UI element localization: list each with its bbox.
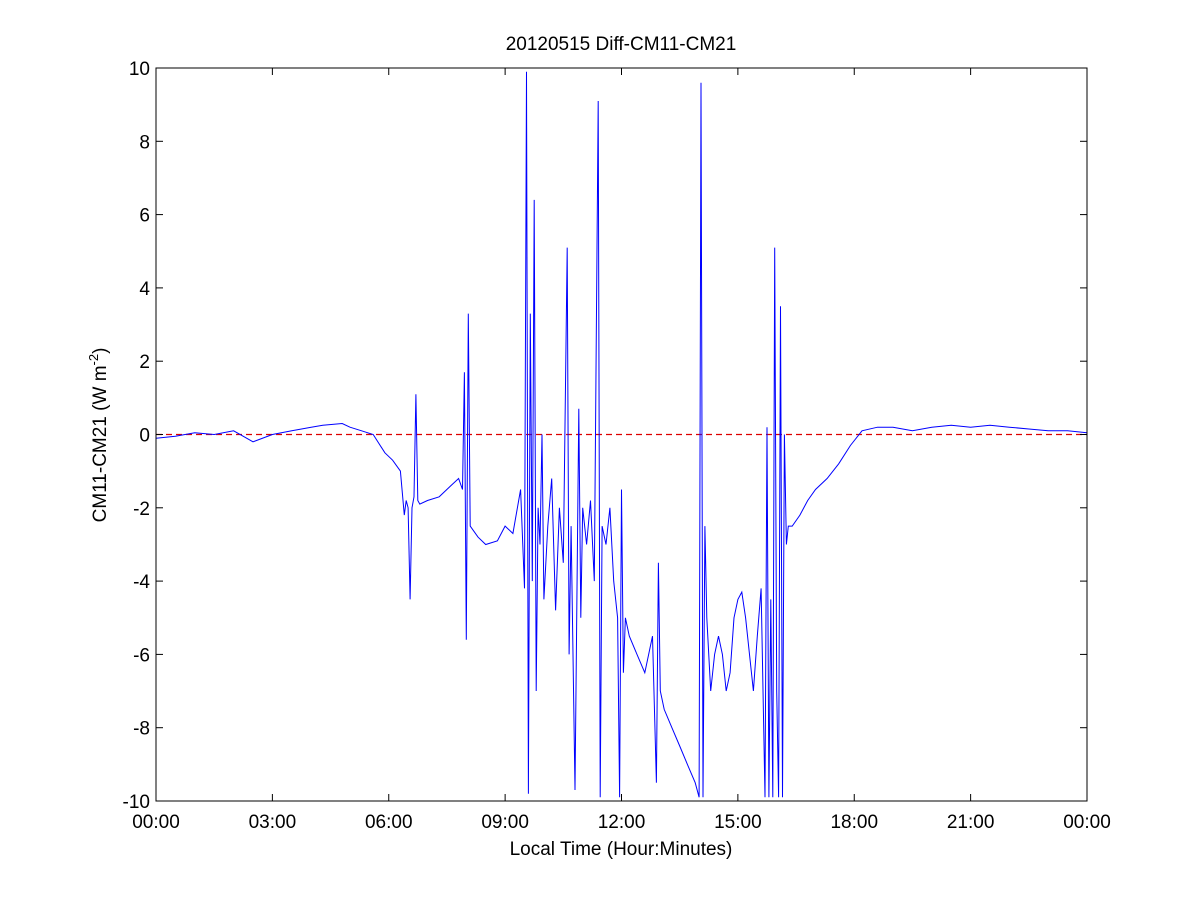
x-tick-label: 21:00 (947, 812, 995, 833)
y-tick-label: -10 (123, 792, 150, 813)
y-tick-label: -8 (133, 719, 150, 740)
y-tick-label: 10 (129, 59, 150, 80)
x-tick-label: 18:00 (830, 812, 878, 833)
y-axis-label-close: ) (90, 348, 111, 354)
x-axis: 00:00 03:00 06:00 09:00 12:00 15:00 18:00 21:00… (132, 68, 1111, 833)
x-tick-label: 12:00 (598, 812, 646, 833)
x-axis-label: Local Time (Hour:Minutes) (510, 839, 733, 860)
x-tick-label: 09:00 (481, 812, 529, 833)
y-axis: -10 -8 -6 -4 -2 0 2 4 6 8 10 (123, 59, 1087, 813)
y-tick-label: -4 (133, 572, 150, 593)
x-tick-label: 00:00 (1063, 812, 1111, 833)
y-tick-label: 6 (139, 206, 150, 227)
series-line-0 (156, 71, 1087, 798)
y-tick-label: 0 (139, 426, 150, 447)
y-tick-label: 2 (139, 352, 150, 373)
plot-area (156, 71, 1087, 798)
y-axis-label-main: CM11-CM21 (W m (90, 365, 111, 522)
x-tick-label: 00:00 (132, 812, 180, 833)
y-tick-label: 4 (139, 279, 150, 300)
x-tick-label: 03:00 (249, 812, 297, 833)
y-tick-label: -6 (133, 645, 150, 666)
x-tick-label: 15:00 (714, 812, 762, 833)
y-tick-label: -2 (133, 499, 150, 520)
chart-title: 20120515 Diff-CM11-CM21 (506, 34, 737, 55)
y-axis-label-exponent: -2 (86, 354, 101, 366)
x-tick-label: 06:00 (365, 812, 413, 833)
y-tick-label: 8 (139, 132, 150, 153)
y-axis-label: CM11-CM21 (W m-2) (86, 348, 111, 523)
